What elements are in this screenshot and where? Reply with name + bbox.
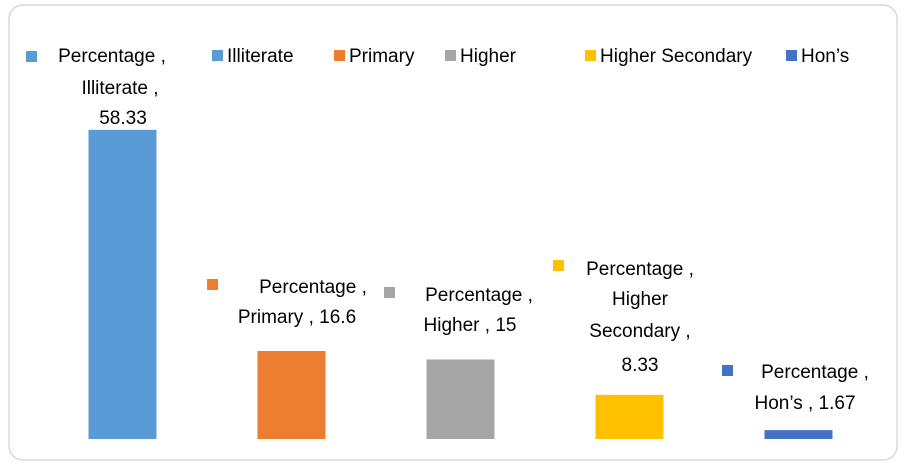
category: Hon’s — [754, 393, 802, 414]
separator: , — [683, 259, 694, 280]
data-label-key — [722, 365, 733, 376]
series-name: Percentage — [58, 46, 155, 67]
category: Higher — [612, 289, 669, 310]
series-name: Percentage — [586, 259, 683, 280]
legend-swatch — [445, 50, 456, 61]
separator: , — [148, 78, 159, 99]
separator: , — [356, 277, 367, 298]
legend-label: Higher — [460, 46, 517, 67]
data-label-key — [26, 51, 37, 62]
legend-label: Illiterate — [227, 46, 294, 67]
value: 58.33 — [99, 108, 147, 129]
data-label-key — [553, 260, 564, 271]
category: Higher — [424, 315, 481, 336]
legend-label: Hon’s — [801, 46, 849, 67]
bar — [426, 359, 495, 439]
data-label: Higher , 15 — [424, 315, 517, 336]
data-label: Secondary , — [589, 321, 690, 342]
chart-frame — [8, 4, 898, 461]
data-label: 8.33 — [622, 355, 659, 376]
value: 1.67 — [819, 393, 856, 414]
data-label: Percentage , — [425, 285, 533, 306]
separator: , — [680, 321, 691, 342]
legend-swatch — [585, 50, 596, 61]
separator: , — [155, 46, 166, 67]
series-name: Percentage — [761, 362, 858, 383]
data-label: Percentage , — [761, 362, 869, 383]
bar — [764, 430, 833, 439]
data-label: Percentage , — [259, 277, 367, 298]
series-name: Percentage — [259, 277, 356, 298]
legend-swatch — [212, 50, 223, 61]
data-label: Percentage , — [586, 259, 694, 280]
data-label: 58.33 — [99, 108, 147, 129]
value: 15 — [495, 315, 516, 336]
bar — [257, 351, 326, 439]
separator: , — [858, 362, 869, 383]
separator: , — [480, 315, 496, 336]
category: Secondary — [589, 321, 680, 342]
legend-label: Primary — [349, 46, 415, 67]
value: 16.6 — [319, 307, 356, 328]
separator: , — [803, 393, 819, 414]
data-label: Higher — [612, 289, 669, 310]
data-label: Hon’s , 1.67 — [754, 393, 855, 414]
value: 8.33 — [622, 355, 659, 376]
category: Illiterate — [81, 78, 148, 99]
bar — [88, 129, 157, 439]
data-label: Percentage , — [58, 46, 166, 67]
data-label: Illiterate , — [81, 78, 158, 99]
data-label: Primary , 16.6 — [238, 307, 356, 328]
bar — [595, 394, 664, 439]
separator: , — [522, 285, 533, 306]
legend-swatch — [334, 50, 345, 61]
legend-swatch — [786, 50, 797, 61]
series-name: Percentage — [425, 285, 522, 306]
category: Primary — [238, 307, 304, 328]
data-label-key — [207, 279, 218, 290]
data-label-key — [384, 287, 395, 298]
legend-label: Higher Secondary — [600, 46, 753, 67]
separator: , — [303, 307, 319, 328]
